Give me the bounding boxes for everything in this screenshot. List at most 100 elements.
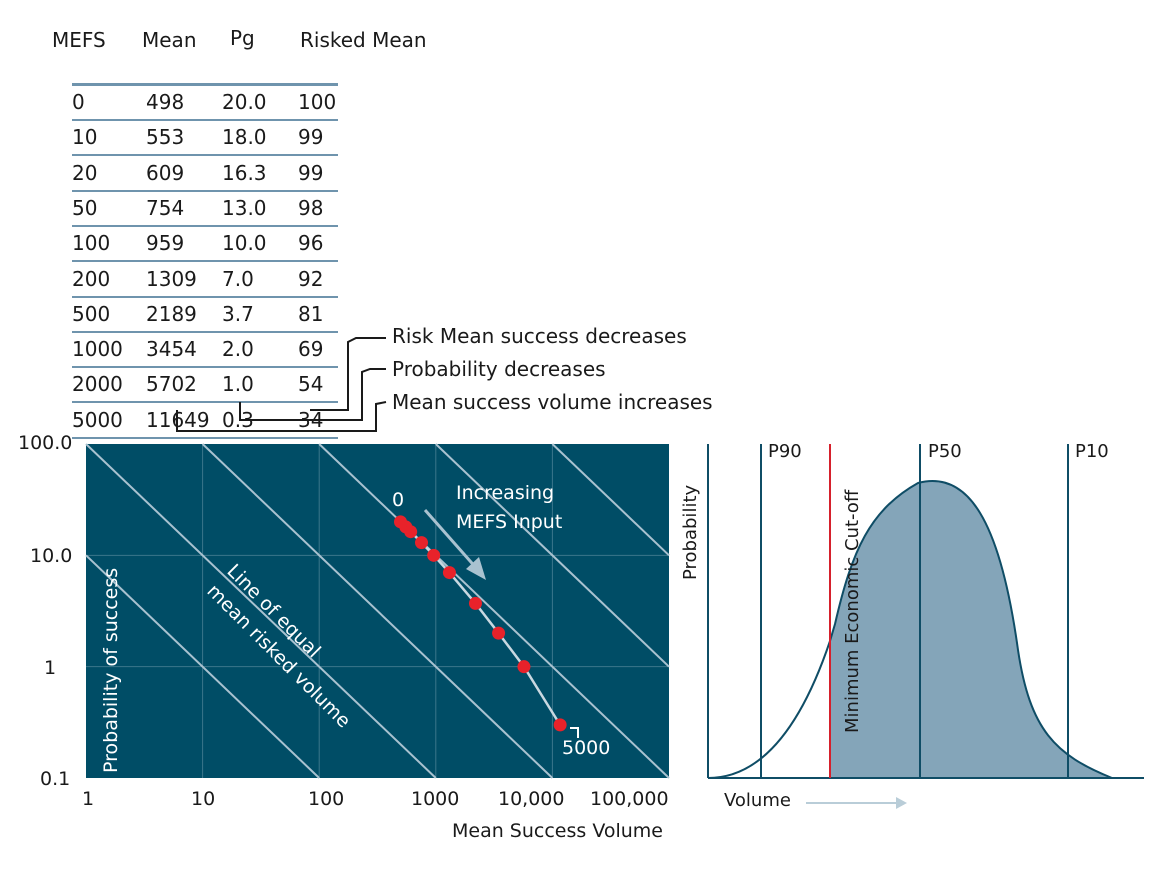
- table-row-rule: [72, 436, 338, 439]
- table-row: 0 498 20.0 100: [72, 86, 338, 121]
- arrow-label-2: MEFS Input: [456, 511, 563, 533]
- table-row: 100 959 10.0 96: [72, 227, 338, 263]
- table-row: 200 1309 7.0 92: [72, 263, 338, 298]
- callout-bracket-risked-mean: [310, 337, 386, 411]
- table-row-rule: [72, 154, 338, 157]
- iso-line: [85, 554, 320, 779]
- callout-risked-mean-decreases: Risk Mean success decreases: [392, 324, 687, 348]
- table-cell-pg: 7.0: [222, 266, 254, 291]
- table-cell-risked-mean: 69: [298, 337, 324, 362]
- data-point: [492, 626, 506, 640]
- data-point: [468, 596, 482, 610]
- table-cell-mean: 3454: [146, 337, 197, 362]
- table-cell-mefs: 50: [72, 195, 98, 220]
- volume-axis-title: Volume: [724, 790, 791, 811]
- table-row: 500 2189 3.7 81: [72, 298, 338, 333]
- table-header-rule: [72, 83, 338, 86]
- start-point-label: 0: [392, 489, 405, 511]
- table-cell-risked-mean: 99: [298, 160, 324, 185]
- iso-line: [435, 443, 670, 668]
- table-header-mefs: MEFS: [52, 28, 106, 52]
- callout-bracket-mean: [176, 401, 387, 432]
- callout-brackets: [176, 337, 387, 432]
- volume-distribution-chart: [707, 444, 1144, 809]
- distribution-fill: [830, 481, 1112, 778]
- data-point: [517, 660, 531, 674]
- table-cell-pg: 16.3: [222, 160, 267, 185]
- arrow-label-1: Increasing: [456, 482, 555, 504]
- table-cell-mefs: 10: [72, 125, 98, 150]
- data-point: [427, 548, 441, 562]
- y-tick-label: 0.1: [40, 768, 71, 790]
- end-label-tick: [570, 727, 579, 738]
- table-row-rule: [72, 189, 338, 192]
- table-cell-pg: 10.0: [222, 231, 267, 256]
- callout-mean-volume-increases: Mean success volume increases: [392, 390, 713, 414]
- table-cell-mean: 1309: [146, 266, 197, 291]
- table-cell-mean: 2189: [146, 301, 197, 326]
- table-row-rule: [72, 401, 338, 404]
- table-row-rule: [72, 260, 338, 263]
- table-cell-mefs: 2000: [72, 372, 123, 397]
- x-axis-title: Mean Success Volume: [452, 820, 663, 842]
- x-tick-label: 100,000: [590, 788, 669, 810]
- table-cell-risked-mean: 92: [298, 266, 324, 291]
- volume-arrow-head: [896, 797, 907, 809]
- table-cell-pg: 2.0: [222, 337, 254, 362]
- mefs-crossplot: [85, 443, 670, 779]
- table-row: 50 754 13.0 98: [72, 192, 338, 227]
- table-cell-pg: 3.7: [222, 301, 254, 326]
- table-cell-mefs: 500: [72, 301, 111, 326]
- table-cell-risked-mean: 96: [298, 231, 324, 256]
- table-cell-mean: 754: [146, 195, 185, 220]
- table-cell-mefs: 100: [72, 231, 111, 256]
- table-cell-mean: 553: [146, 125, 185, 150]
- iso-line: [318, 443, 670, 779]
- table-cell-mefs: 1000: [72, 337, 123, 362]
- table-cell-risked-mean: 99: [298, 125, 324, 150]
- table-cell-mean: 5702: [146, 372, 197, 397]
- table-header-mean: Mean: [142, 28, 197, 52]
- end-point-label: 5000: [562, 737, 611, 759]
- table-cell-risked-mean: 81: [298, 301, 324, 326]
- table-header-risked-mean: Risked Mean: [300, 28, 427, 52]
- callout-bracket-probability: [239, 368, 386, 421]
- y-tick-label: 10.0: [30, 545, 73, 567]
- x-tick-label: 100: [308, 788, 345, 810]
- data-point: [553, 718, 567, 732]
- table-cell-pg: 13.0: [222, 195, 267, 220]
- x-tick-label: 1000: [411, 788, 460, 810]
- table-cell-mefs: 0: [72, 90, 85, 114]
- table-cell-pg: 1.0: [222, 372, 254, 397]
- iso-line: [201, 443, 554, 779]
- x-tick-label: 1: [82, 788, 95, 810]
- table-cell-mean: 498: [146, 90, 185, 114]
- y-tick-label: 100.0: [18, 432, 73, 454]
- p50-label: P50: [928, 441, 962, 462]
- table-cell-risked-mean: 98: [298, 195, 324, 220]
- y-axis-title: Probability of success: [100, 567, 122, 773]
- table-row: 2000 5702 1.0 54: [72, 368, 338, 404]
- iso-line: [85, 443, 437, 779]
- table-row-rule: [72, 330, 338, 333]
- iso-risked-volume-lines: [85, 443, 670, 779]
- table-cell-mefs: 20: [72, 160, 98, 185]
- cutoff-label: Minimum Economic Cut-off: [842, 489, 863, 733]
- probability-axis-title: Probability: [680, 484, 701, 580]
- table-cell-pg: 20.0: [222, 90, 267, 114]
- table-row: 20 609 16.3 99: [72, 157, 338, 192]
- data-point: [442, 566, 456, 580]
- table-cell-risked-mean: 54: [298, 372, 324, 397]
- table-row-rule: [72, 224, 338, 227]
- data-point: [415, 536, 429, 550]
- mefs-series: [393, 515, 567, 732]
- iso-line: [551, 443, 670, 557]
- callout-probability-decreases: Probability decreases: [392, 357, 606, 381]
- table-cell-mean: 609: [146, 160, 185, 185]
- table-row-rule: [72, 295, 338, 298]
- table-row: 10 553 18.0 99: [72, 121, 338, 157]
- data-point: [404, 525, 418, 539]
- table-header-pg: Pg: [230, 26, 255, 50]
- table-row: 1000 3454 2.0 69: [72, 333, 338, 369]
- table-cell-risked-mean: 100: [298, 90, 337, 114]
